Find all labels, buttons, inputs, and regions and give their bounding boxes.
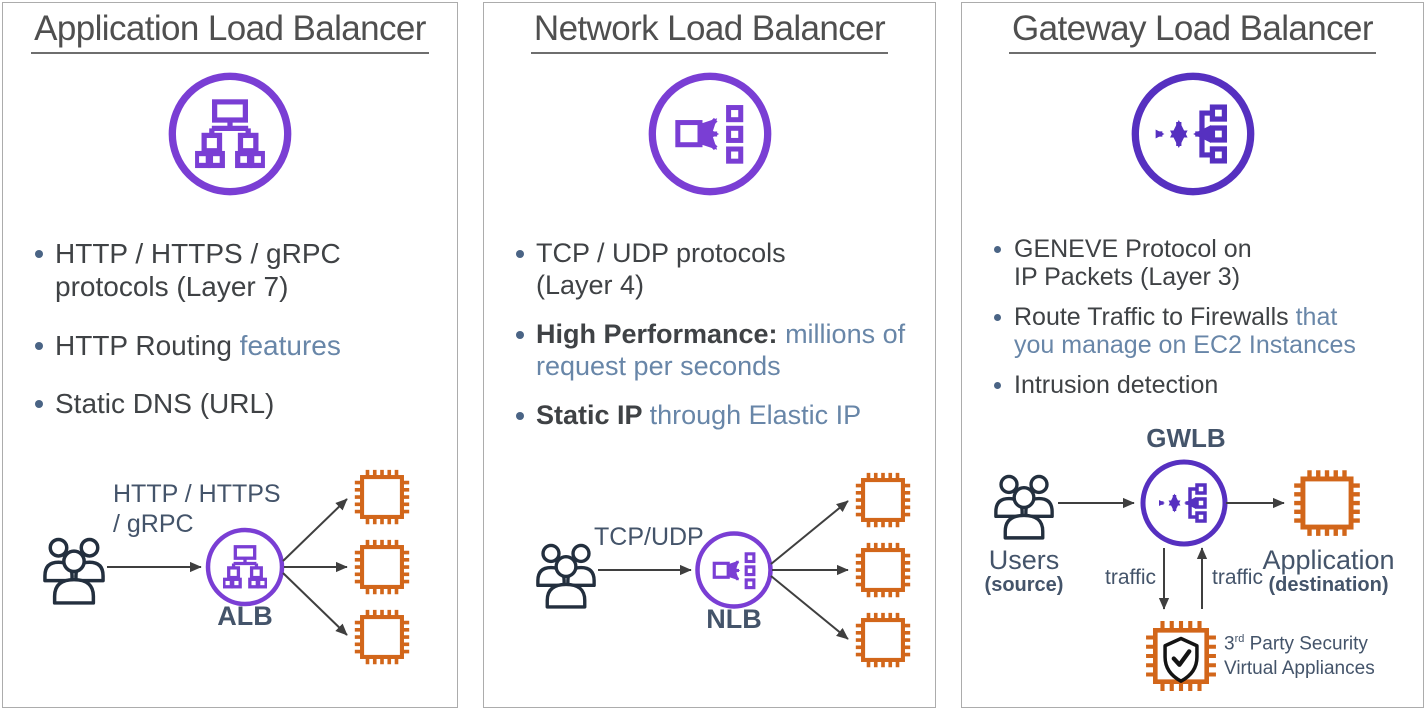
appliance-label-num: 3: [1224, 633, 1235, 655]
users-group-icon: [536, 543, 596, 609]
security-appliance-label: 3rd Party Security Virtual Appliances: [1224, 632, 1404, 682]
nlb-panel: Network Load Balancer TCP / UDP protocol…: [483, 2, 936, 708]
bullet-text-light: features: [239, 329, 341, 361]
bullet-text: HTTP Routing: [55, 329, 240, 361]
application-sub-label: (destination): [1268, 574, 1389, 596]
bullet-item: Static DNS (URL): [33, 388, 447, 421]
bullet-text: Static IP: [536, 400, 650, 431]
server-chip-icon: [355, 540, 409, 594]
protocol-flow-label: HTTP / HTTPS / gRPC: [113, 480, 281, 538]
users-label: Users: [988, 545, 1060, 575]
alb-flow-diagram: HTTP / HTTPS / gRPC ALB: [3, 3, 457, 707]
server-chip-icon: [856, 543, 910, 597]
alb-header-icon: [168, 72, 292, 196]
bullet-text: HTTP / HTTPS / gRPC protocols (Layer 7): [55, 238, 341, 302]
shield-check-chip-icon: [1146, 621, 1216, 691]
bullet-text-light: that you manage on EC2 Instances: [1014, 303, 1356, 359]
traffic-left-label: traffic: [1105, 566, 1156, 589]
bullet-item: GENEVE Protocol on IP Packets (Layer 3): [992, 235, 1413, 291]
alb-node-label: ALB: [217, 601, 273, 631]
fanout-arrow: [770, 500, 849, 565]
fanout-arrow: [282, 572, 348, 636]
gwlb-node-icon: [1140, 459, 1228, 547]
bullet-item: HTTP / HTTPS / gRPC protocols (Layer 7): [33, 238, 447, 304]
bullet-item: TCP / UDP protocols (Layer 4): [514, 238, 925, 301]
alb-bullet-list: HTTP / HTTPS / gRPC protocols (Layer 7) …: [33, 238, 447, 447]
bullet-text: Route Traffic to Firewalls: [1014, 303, 1296, 331]
alb-panel: Application Load Balancer HTTP / HTTPS /…: [2, 2, 458, 708]
bullet-item: High Performance: millions of request pe…: [514, 319, 925, 382]
gwlb-bullet-list: GENEVE Protocol on IP Packets (Layer 3) …: [992, 235, 1413, 413]
bullet-item: HTTP Routing features: [33, 330, 447, 363]
nlb-node-label: NLB: [706, 604, 762, 634]
appliance-label-line2: Virtual Appliances: [1224, 658, 1375, 680]
bullet-text: Intrusion detection: [1014, 371, 1219, 399]
server-chip-icon: [856, 613, 910, 667]
bullet-item: Route Traffic to Firewalls that you mana…: [992, 303, 1413, 359]
bullet-text: High Performance:: [536, 319, 786, 350]
gwlb-node-label: GWLB: [1146, 423, 1226, 453]
nlb-panel-title: Network Load Balancer: [484, 9, 935, 54]
gwlb-panel-title: Gateway Load Balancer: [962, 9, 1423, 54]
server-chip-icon: [355, 610, 409, 664]
bullet-text-light: millions of request per seconds: [536, 319, 906, 381]
fanout-arrow: [282, 498, 348, 562]
bullet-text-light: through Elastic IP: [649, 400, 862, 431]
gwlb-panel: Gateway Load Balancer GENEVE Protocol on…: [961, 2, 1424, 708]
users-group-icon: [43, 537, 105, 605]
nlb-header-icon: [648, 72, 771, 196]
users-group-icon: [994, 474, 1054, 540]
bullet-text: GENEVE Protocol on IP Packets (Layer 3): [1014, 235, 1252, 291]
alb-node-icon: [205, 527, 285, 607]
application-chip-icon: [1294, 470, 1360, 536]
fanout-arrow: [770, 575, 849, 640]
appliance-label-sup: rd: [1234, 633, 1245, 645]
nlb-flow-diagram: TCP/UDP NLB: [484, 3, 935, 707]
gwlb-flow-diagram: GWLB Users (source) Application (destina…: [962, 3, 1423, 707]
appliance-label-rest: Party Security: [1244, 633, 1368, 655]
traffic-right-label: traffic: [1212, 566, 1263, 589]
server-chip-icon: [856, 473, 910, 527]
bullet-text: Static DNS (URL): [55, 388, 275, 420]
nlb-bullet-list: TCP / UDP protocols (Layer 4) High Perfo…: [514, 238, 925, 450]
nlb-node-icon: [695, 531, 773, 609]
bullet-text: TCP / UDP protocols (Layer 4): [536, 238, 786, 300]
bullet-item: Intrusion detection: [992, 371, 1413, 400]
protocol-flow-label: TCP/UDP: [594, 523, 704, 551]
application-label: Application: [1262, 545, 1395, 575]
bullet-item: Static IP through Elastic IP: [514, 400, 925, 432]
server-chip-icon: [355, 470, 409, 524]
gwlb-header-icon: [1131, 72, 1254, 196]
users-sub-label: (source): [984, 574, 1064, 596]
alb-panel-title: Application Load Balancer: [3, 9, 457, 54]
